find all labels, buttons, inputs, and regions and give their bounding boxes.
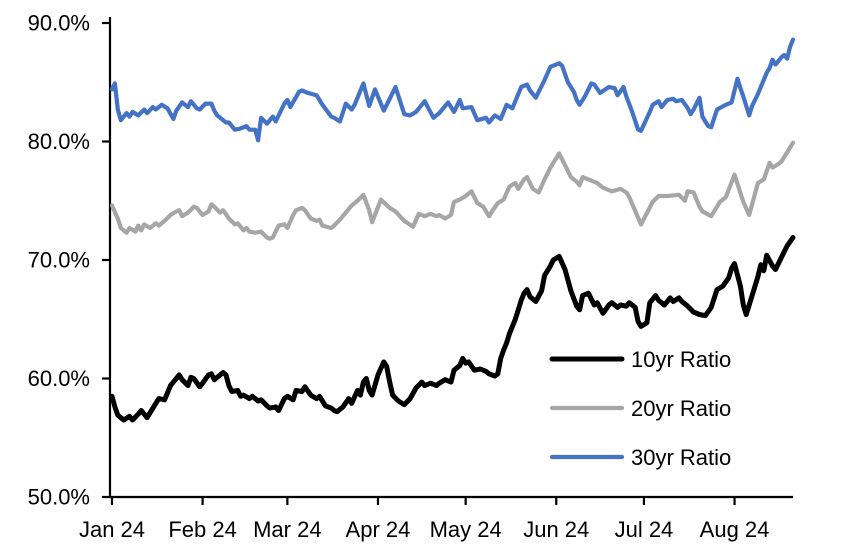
y-tick-label: 50.0% <box>28 485 90 510</box>
x-tick-label: Jul 24 <box>615 517 674 542</box>
x-tick-label: Jun 24 <box>523 517 589 542</box>
legend-label-10yr-ratio: 10yr Ratio <box>631 347 731 372</box>
series-line-10yr-ratio <box>109 235 796 423</box>
legend-label-20yr-ratio: 20yr Ratio <box>631 396 731 421</box>
series-line-30yr-ratio <box>109 37 796 143</box>
x-tick-label: Aug 24 <box>700 517 770 542</box>
x-tick-label: Feb 24 <box>168 517 237 542</box>
y-tick-label: 80.0% <box>28 129 90 154</box>
y-tick-label: 70.0% <box>28 248 90 273</box>
y-tick-label: 60.0% <box>28 366 90 391</box>
x-tick-label: Jan 24 <box>79 517 145 542</box>
legend-label-30yr-ratio: 30yr Ratio <box>631 445 731 470</box>
y-tick-label: 90.0% <box>28 11 90 36</box>
x-tick-label: Apr 24 <box>346 517 411 542</box>
series-line-20yr-ratio <box>109 140 796 241</box>
x-tick-label: Mar 24 <box>253 517 321 542</box>
x-tick-label: May 24 <box>430 517 502 542</box>
